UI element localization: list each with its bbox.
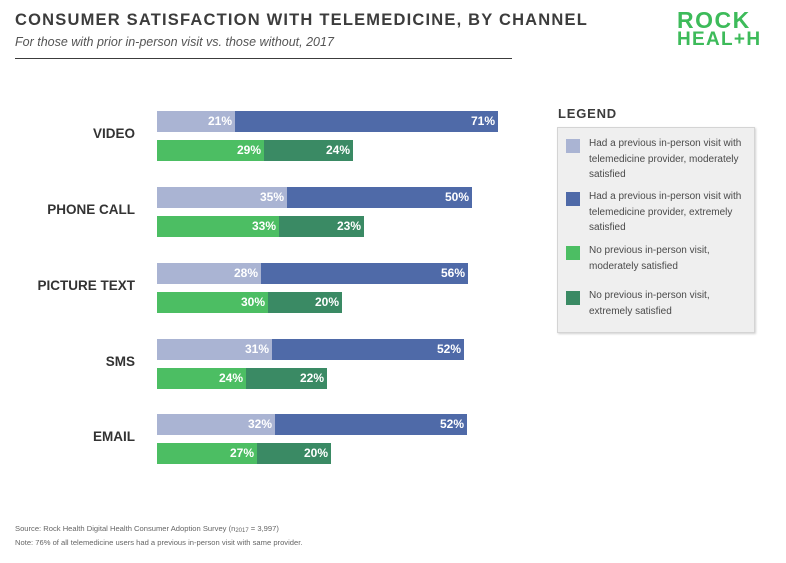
legend-swatch [566, 291, 580, 305]
bar-value-label: 71% [470, 114, 495, 128]
category-label: PICTURE TEXT [37, 278, 135, 293]
bar-segment [157, 443, 257, 464]
bar-value-label: 50% [444, 190, 469, 204]
bar-segment [264, 140, 353, 161]
bar-value-label: 32% [247, 417, 272, 431]
bar-segment [157, 263, 261, 284]
bar-segment [268, 292, 342, 313]
bar-segment [157, 414, 275, 435]
bar-value-label: 52% [439, 417, 464, 431]
bar-value-label: 21% [207, 114, 232, 128]
bar-value-label: 28% [233, 266, 258, 280]
bar-segment [275, 414, 467, 435]
logo-line-1: ROCK [677, 7, 751, 33]
bar-segment [261, 263, 468, 284]
legend-swatch [566, 139, 580, 153]
bar-value-label: 33% [251, 219, 276, 233]
legend-label: No previous in-person visit, extremely s… [589, 290, 710, 317]
source-line: Source: Rock Health Digital Health Consu… [15, 524, 279, 534]
bar-segment [235, 111, 498, 132]
bar-segment [246, 368, 327, 389]
logo-line-2: HEAL+H [677, 29, 762, 50]
bar-value-label: 24% [218, 371, 243, 385]
bar-value-label: 20% [314, 295, 339, 309]
legend-label: Had a previous in-person visit with tele… [589, 191, 742, 233]
bar-value-label: 35% [259, 190, 284, 204]
category-label: VIDEO [92, 126, 135, 141]
rock-health-logo: ROCK HEAL+H [677, 7, 762, 50]
bar-segment [157, 140, 264, 161]
bar-segment [287, 187, 472, 208]
bar-value-label: 31% [244, 342, 269, 356]
source-note: Source: Rock Health Digital Health Consu… [15, 523, 302, 548]
bar-segment [272, 339, 464, 360]
bar-value-label: 56% [440, 266, 465, 280]
bar-value-label: 52% [436, 342, 461, 356]
title-divider [15, 58, 512, 59]
category-label: SMS [105, 354, 135, 369]
bar-segment [157, 216, 279, 237]
legend-label: Had a previous in-person visit with tele… [589, 138, 742, 180]
category-label: PHONE CALL [47, 202, 135, 217]
legend: Had a previous in-person visit with tele… [557, 127, 755, 333]
bar-segment [279, 216, 364, 237]
note-line: Note: 76% of all telemedicine users had … [15, 538, 303, 547]
bar-segment [157, 368, 246, 389]
legend-swatch [566, 246, 580, 260]
category-label: EMAIL [93, 429, 135, 444]
bar-value-label: 22% [299, 371, 324, 385]
bar-segment [257, 443, 331, 464]
legend-title: LEGEND [558, 106, 617, 121]
legend-swatch [566, 192, 580, 206]
bar-segment [157, 339, 272, 360]
bar-value-label: 30% [240, 295, 265, 309]
bar-value-label: 27% [229, 446, 254, 460]
bar-value-label: 20% [303, 446, 328, 460]
bar-segment [157, 187, 287, 208]
chart-subtitle: For those with prior in-person visit vs.… [15, 35, 334, 49]
bar-value-label: 23% [336, 219, 361, 233]
chart-title: CONSUMER SATISFACTION WITH TELEMEDICINE,… [15, 11, 589, 29]
legend-label: No previous in-person visit, moderately … [589, 245, 710, 272]
bar-value-label: 24% [325, 143, 350, 157]
bar-segment [157, 292, 268, 313]
bar-value-label: 29% [236, 143, 261, 157]
bar-segment [157, 111, 235, 132]
